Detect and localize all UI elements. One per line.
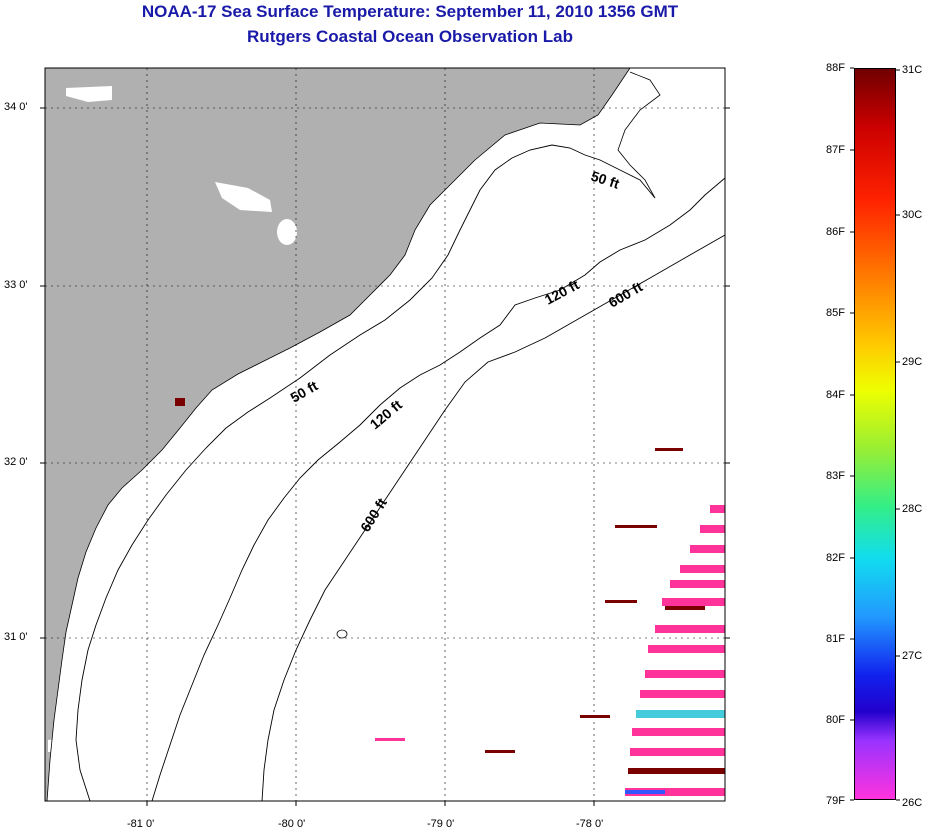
isobath-600ft (261, 234, 725, 801)
colorbar-label-f: 81F (826, 633, 845, 645)
tick-marks (40, 107, 730, 806)
temperature-colorbar (854, 68, 896, 800)
colorbar-label-f: 83F (826, 470, 845, 482)
map-border (44, 67, 726, 802)
map-title: NOAA-17 Sea Surface Temperature: Septemb… (141, 2, 679, 21)
map-subtitle: Rutgers Coastal Ocean Observation Lab (247, 27, 573, 46)
isobath-50ft (75, 144, 656, 801)
lat-label: 31 0' (4, 631, 28, 643)
coastline (46, 68, 631, 801)
colorbar-label-f: 79F (826, 795, 845, 807)
colorbar-label-f: 84F (826, 389, 845, 401)
sst-pixels (175, 398, 725, 796)
land-mass (617, 71, 661, 199)
colorbar-label-c: 27C (902, 650, 923, 662)
lon-label: -78 0' (576, 818, 604, 830)
land-mass (45, 68, 630, 801)
lat-label: 34 0' (4, 101, 28, 113)
isobath-120ft (151, 177, 725, 801)
graticule (45, 68, 725, 801)
lake (66, 86, 112, 102)
lon-label: -81 0' (127, 818, 155, 830)
colorbar-label-f: 86F (826, 226, 845, 238)
lat-label: 32 0' (4, 456, 28, 468)
colorbar-label-c: 31C (902, 64, 923, 76)
colorbar-label-f: 87F (826, 144, 845, 156)
lon-label: -79 0' (427, 818, 455, 830)
colorbar-label-f: 80F (826, 714, 845, 726)
lake (48, 738, 66, 752)
colorbar-label-c: 30C (902, 209, 923, 221)
colorbar-label-c: 26C (902, 797, 923, 809)
lake (215, 182, 272, 212)
seamount-contour (336, 629, 348, 639)
colorbar-label-f: 85F (826, 307, 845, 319)
colorbar-label-f: 82F (826, 552, 845, 564)
colorbar-label-c: 29C (902, 356, 923, 368)
lon-label: -80 0' (278, 818, 306, 830)
lat-label: 33 0' (4, 279, 28, 291)
lake (277, 219, 297, 245)
colorbar-label-c: 28C (902, 503, 923, 515)
colorbar-label-f: 88F (826, 62, 845, 74)
